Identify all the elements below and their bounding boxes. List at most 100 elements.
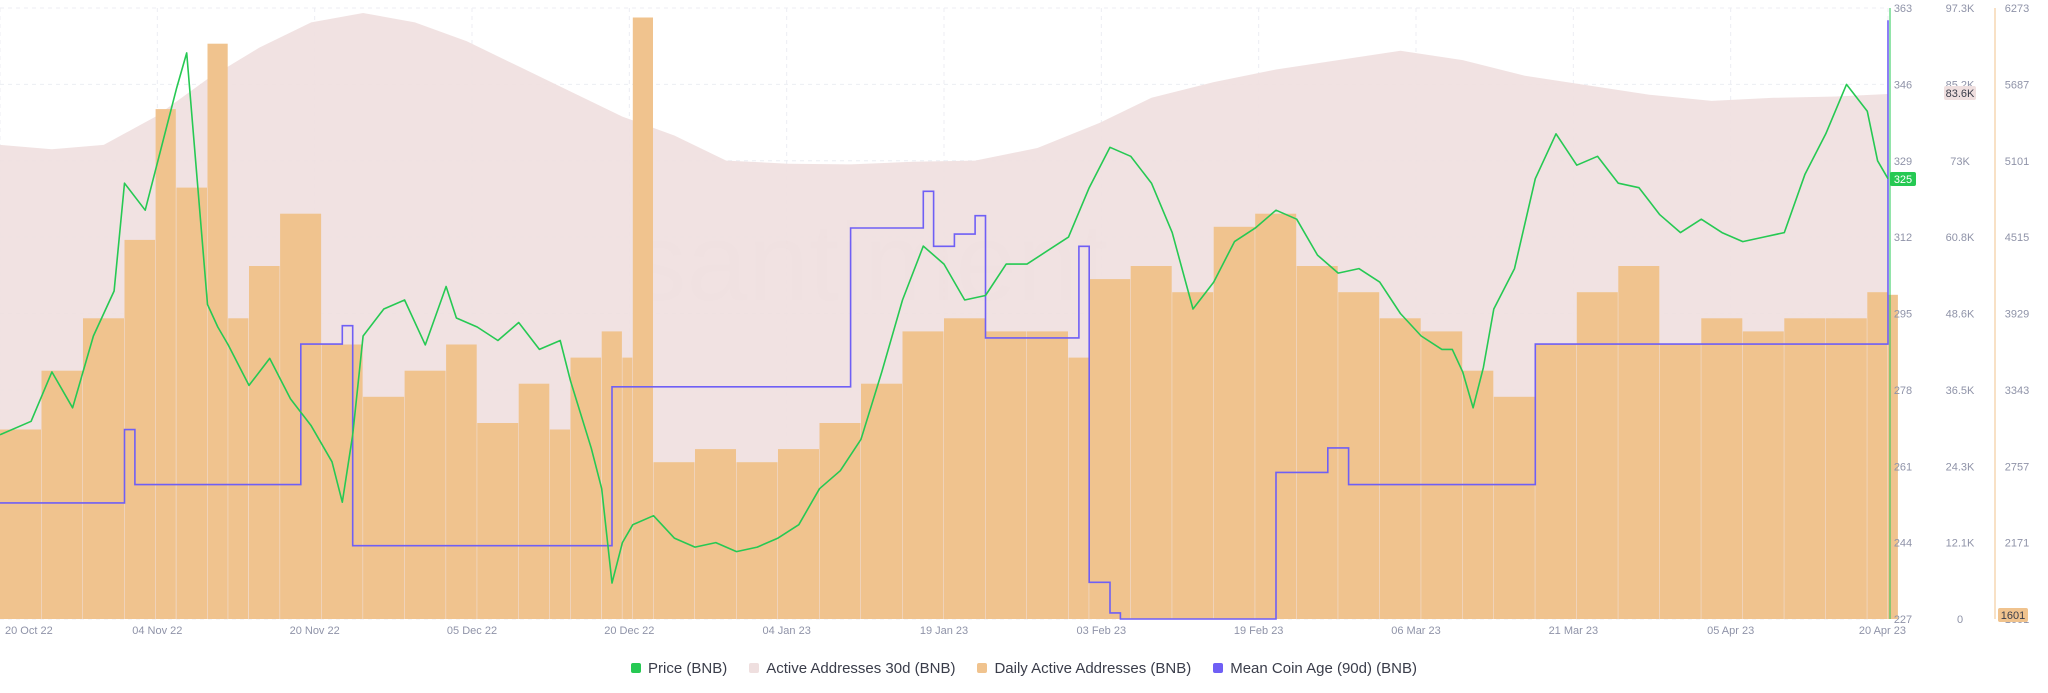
axes-layer: 227 244 261 278 295 312 329 346 363 0 12.1K 24.3K 36… <box>5 3 2029 637</box>
active30d-axis-tick: 48.6K <box>1946 309 1975 321</box>
daily-active-bar <box>228 318 249 619</box>
daily-active-bar <box>1421 331 1463 619</box>
chart-svg: santiment 227244261278295312329346363012… <box>0 3 2029 637</box>
active30d-axis-tick: 0 <box>1957 614 1963 626</box>
daily-active-bar <box>695 449 736 619</box>
daily-active-addresses-layer <box>0 17 1898 620</box>
daily-active-bar <box>653 462 695 619</box>
price-axis-tick: 261 <box>1894 461 1912 473</box>
price-axis-tick: 329 <box>1894 156 1912 168</box>
daily-active-bar <box>902 331 944 619</box>
mean-coin-age-layer <box>0 20 1889 620</box>
legend-item-mean-coin-age[interactable]: Mean Coin Age (90d) (BNB) <box>1213 660 1417 677</box>
daily-active-axis-tick: 5687 <box>2005 79 2029 91</box>
daily-active-bar <box>83 318 124 619</box>
daily-active-bar <box>861 383 902 619</box>
daily-active-bar <box>1493 396 1535 619</box>
x-axis-tick: 21 Mar 23 <box>1549 625 1599 637</box>
daily-active-axis-tick: 2171 <box>2005 538 2029 550</box>
active30d-axis-tick: 97.3K <box>1946 3 1975 15</box>
legend-swatch-mean-coin-age <box>1213 663 1224 673</box>
daily-active-bar <box>477 423 519 619</box>
daily-badge-bg <box>1998 608 2028 622</box>
x-axis-tick: 03 Feb 23 <box>1077 625 1127 637</box>
price-current-label: 325 <box>1894 174 1912 186</box>
daily-active-bar <box>1130 266 1172 619</box>
daily-active-bar <box>1027 331 1068 619</box>
chart-legend: Price (BNB) Active Addresses 30d (BNB) D… <box>0 656 2048 680</box>
daily-active-bar <box>1701 318 1743 619</box>
daily-active-bar <box>944 318 985 619</box>
legend-item-daily-active-addresses[interactable]: Daily Active Addresses (BNB) <box>977 660 1191 677</box>
daily-active-bar <box>404 370 446 619</box>
daily-active-bar <box>321 344 363 619</box>
daily-active-bar <box>446 344 477 619</box>
daily-active-bar <box>1742 331 1784 619</box>
daily-active-axis-tick: 3343 <box>2005 385 2029 397</box>
active30d-axis-tick: 60.8K <box>1946 232 1975 244</box>
daily-active-bar <box>1462 370 1494 619</box>
legend-label-mean-coin-age: Mean Coin Age (90d) (BNB) <box>1230 659 1417 677</box>
daily-active-axis-tick: 2757 <box>2005 461 2029 473</box>
daily-active-bar <box>176 187 207 619</box>
x-axis-tick: 20 Oct 22 <box>5 625 53 637</box>
x-axis-tick: 05 Apr 23 <box>1707 625 1754 637</box>
daily-active-bar <box>1659 344 1701 619</box>
daily-active-bar <box>632 17 653 619</box>
daily-active-bar <box>1338 292 1380 619</box>
price-axis-tick: 312 <box>1894 232 1912 244</box>
price-axis-tick: 346 <box>1894 79 1912 91</box>
active30d-axis-tick: 36.5K <box>1946 385 1975 397</box>
legend-label-active-addresses-30d: Active Addresses 30d (BNB) <box>766 659 956 677</box>
x-axis-tick: 20 Nov 22 <box>290 625 340 637</box>
price-axis-tick: 295 <box>1894 309 1912 321</box>
price-axis-tick: 227 <box>1894 614 1912 626</box>
daily-active-bar <box>1089 279 1131 619</box>
daily-active-axis-tick: 3929 <box>2005 309 2029 321</box>
legend-label-price: Price (BNB) <box>648 659 728 677</box>
daily-active-bar <box>41 370 83 619</box>
daily-active-axis-tick: 6273 <box>2005 3 2029 15</box>
x-axis-tick: 20 Dec 22 <box>604 625 654 637</box>
daily-active-bar <box>570 357 602 619</box>
daily-current-label: 1601 <box>2001 610 2025 622</box>
current-value-badges: 325 83.6K 1601 <box>1890 86 2028 622</box>
active30d-axis-tick: 73K <box>1950 156 1970 168</box>
daily-active-bar <box>1784 318 1826 619</box>
daily-active-bar <box>207 43 228 619</box>
daily-active-bar <box>1172 292 1214 619</box>
active30d-axis-tick: 24.3K <box>1946 461 1975 473</box>
x-axis-tick: 19 Jan 23 <box>920 625 968 637</box>
legend-swatch-price <box>631 663 642 673</box>
daily-active-bar <box>622 357 633 619</box>
daily-active-bar <box>985 331 1027 619</box>
legend-item-active-addresses-30d[interactable]: Active Addresses 30d (BNB) <box>749 660 955 677</box>
x-axis-tick: 20 Apr 23 <box>1859 625 1906 637</box>
legend-swatch-daily-active-addresses <box>977 663 988 673</box>
x-axis-tick: 19 Feb 23 <box>1234 625 1284 637</box>
daily-active-bar <box>1535 344 1577 619</box>
price-layer <box>0 52 1889 584</box>
daily-active-bar <box>518 383 550 619</box>
x-axis-tick: 05 Dec 22 <box>447 625 497 637</box>
daily-active-axis-tick: 5101 <box>2005 156 2029 168</box>
daily-active-bar <box>1867 292 1888 619</box>
daily-active-bar <box>1825 318 1867 619</box>
daily-active-bar <box>1888 294 1898 619</box>
legend-item-price[interactable]: Price (BNB) <box>631 660 727 677</box>
active30d-axis-tick: 12.1K <box>1946 538 1975 550</box>
x-axis-tick: 06 Mar 23 <box>1391 625 1441 637</box>
daily-active-bar <box>1379 318 1421 619</box>
daily-active-bar <box>1618 266 1660 619</box>
x-axis-tick: 04 Nov 22 <box>132 625 182 637</box>
active30d-badge-bg <box>1944 86 1976 100</box>
daily-active-bar <box>1213 226 1255 620</box>
daily-active-bar <box>363 396 405 619</box>
daily-active-axis-tick: 4515 <box>2005 232 2029 244</box>
active30d-current-label: 83.6K <box>1946 88 1975 100</box>
daily-active-bar <box>1296 266 1338 619</box>
daily-active-bar <box>0 429 41 619</box>
mean-coin-age-line <box>0 20 1889 620</box>
daily-active-bar <box>549 429 570 619</box>
